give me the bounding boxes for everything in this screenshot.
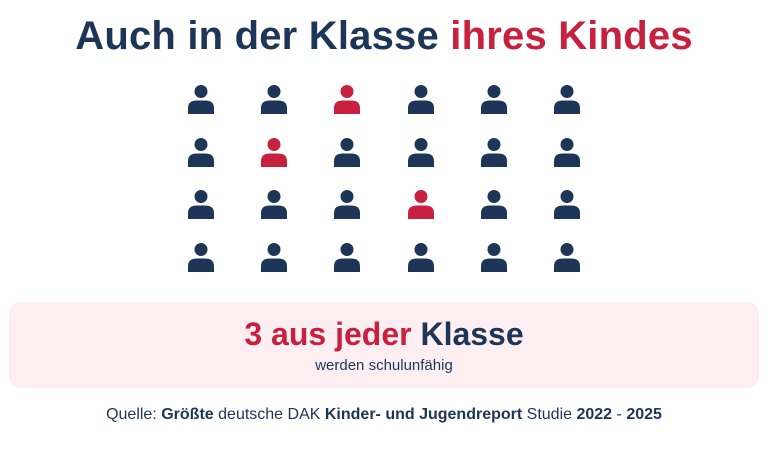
callout-highlight: aus jeder	[271, 316, 412, 352]
title-part1: Auch in der Klasse	[75, 14, 439, 58]
person-icon-highlighted	[406, 189, 436, 219]
person-icon	[186, 137, 216, 167]
person-icon	[552, 242, 582, 272]
person-icon-grid	[171, 84, 598, 276]
person-icon	[552, 84, 582, 114]
person-icon	[332, 137, 362, 167]
person-icon	[406, 84, 436, 114]
person-icon	[406, 242, 436, 272]
source-s2: deutsche DAK	[218, 406, 321, 423]
callout-headline: 3 aus jeder Klasse	[9, 316, 759, 353]
person-icon	[259, 189, 289, 219]
callout-count: 3	[244, 316, 263, 352]
source-s3: Kinder- und Jugendreport	[324, 406, 523, 423]
person-icon	[186, 84, 216, 114]
callout-subtitle: werden schulunfähig	[315, 357, 453, 374]
callout-box: 3 aus jeder Klasse werden schulunfähig	[9, 302, 759, 388]
person-icon	[479, 84, 509, 114]
person-icon	[479, 137, 509, 167]
person-icon	[479, 242, 509, 272]
source-dash: -	[616, 406, 622, 423]
source-year-start: 2022	[576, 406, 613, 423]
title-part2: ihres Kindes	[450, 14, 693, 58]
person-icon	[332, 189, 362, 219]
callout-tail: Klasse	[420, 316, 524, 352]
person-icon-highlighted	[259, 137, 289, 167]
page-title: Auch in der Klasse ihres Kindes	[0, 14, 768, 59]
person-icon	[259, 242, 289, 272]
person-icon	[406, 137, 436, 167]
person-icon	[186, 189, 216, 219]
person-icon	[332, 242, 362, 272]
source-year-end: 2025	[626, 406, 662, 423]
person-icon	[479, 189, 509, 219]
source-label: Quelle:	[106, 406, 157, 423]
person-icon	[186, 242, 216, 272]
source-s1: Größte	[161, 406, 214, 423]
source-line: Quelle: Größte deutsche DAK Kinder- und …	[0, 406, 768, 424]
person-icon	[552, 189, 582, 219]
person-icon-highlighted	[332, 84, 362, 114]
person-icon	[259, 84, 289, 114]
person-icon	[552, 137, 582, 167]
source-s4: Studie	[526, 406, 573, 423]
